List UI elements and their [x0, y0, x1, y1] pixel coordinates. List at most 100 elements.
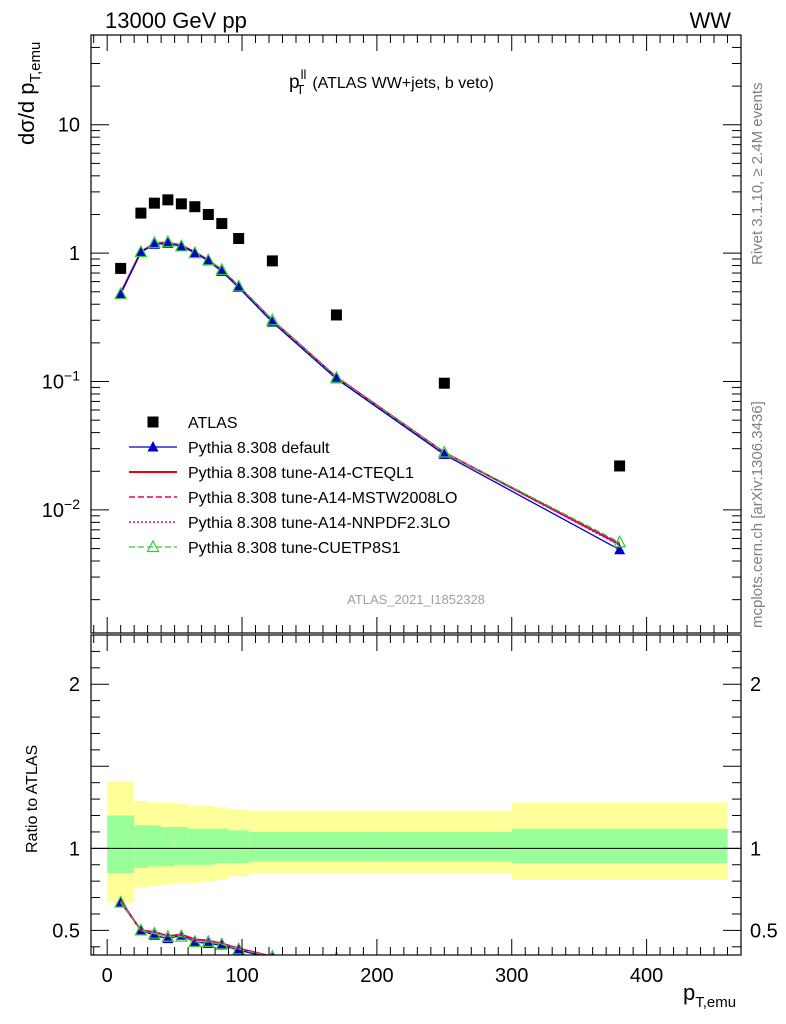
ratio-marker-cuetp8s1	[147, 926, 161, 939]
ratio-band-inner	[376, 831, 512, 862]
y-tick-label: 10−1	[42, 368, 80, 394]
atlas-data-point	[148, 197, 160, 209]
ratio-band-inner	[107, 815, 135, 873]
mc-marker-cuetp8s1	[174, 239, 188, 252]
y-axis-label-ratio: Ratio to ATLAS	[24, 745, 41, 853]
legend-item-default: Pythia 8.308 default	[129, 440, 330, 457]
mc-marker-cuetp8s1	[201, 252, 215, 266]
ratio-marker-cuetp8s1	[215, 937, 229, 950]
ratio-marker-cuetp8s1	[114, 895, 128, 908]
atlas-data-point	[175, 198, 187, 210]
legend-marker-cuetp8s1	[146, 539, 160, 553]
ratio-band-inner	[134, 825, 148, 869]
atlas-data-point	[266, 255, 278, 267]
ratio-marker-default	[614, 970, 625, 981]
x-tick-label: 300	[495, 965, 528, 987]
mc-marker-cuetp8s1	[613, 534, 627, 548]
rivet-label: Rivet 3.1.10, ≥ 2.4M events	[749, 83, 766, 266]
atlas-data-point	[614, 460, 626, 472]
legend: ATLAS Pythia 8.308 default Pythia 8.308 tu…	[129, 415, 457, 557]
ratio-marker-cuetp8s1	[174, 929, 188, 942]
ratio-marker-default	[162, 932, 174, 944]
mc-marker-default	[330, 372, 342, 384]
atlas-data-point	[438, 377, 450, 389]
mcplots-label: mcplots.cern.ch [arXiv:1306.3436]	[749, 401, 766, 628]
mc-marker-default	[189, 246, 201, 258]
atlas-data-point	[216, 218, 228, 230]
analysis-id: ATLAS_2021_I1852328	[347, 592, 485, 607]
legend-item-mstw: Pythia 8.308 tune-A14-MSTW2008LO	[129, 490, 457, 507]
process-label: WW	[689, 8, 731, 33]
title-sup: ll	[301, 67, 307, 82]
ratio-line-nnpdf	[120, 900, 270, 955]
mc-marker-default	[216, 265, 228, 276]
ratio-band-inner	[161, 827, 175, 867]
ratio-band-inner	[248, 831, 296, 862]
atlas-data-point	[135, 207, 147, 219]
atlas-data-point	[189, 201, 201, 213]
x-axis-label: pT,emu	[683, 980, 736, 1011]
atlas-data-point	[233, 233, 245, 245]
ratio-band-inner	[201, 828, 216, 865]
ratio-marker-cuetp8s1	[439, 959, 450, 970]
top-frame	[90, 34, 742, 634]
mc-marker-cuetp8s1	[215, 262, 229, 276]
ratio-tick-label-right: 2	[750, 674, 761, 696]
ratio-marker-cuetp8s1	[232, 941, 246, 955]
ratio-band-inner	[188, 828, 202, 865]
legend-item-atlas: ATLAS	[147, 415, 238, 432]
mc-marker-default	[115, 288, 127, 299]
legend-item-a14_cteql1: Pythia 8.308 tune-A14-CTEQL1	[129, 465, 414, 482]
mc-marker-cuetp8s1	[114, 286, 128, 300]
ratio-marker-default	[439, 960, 450, 971]
x-tick-label: 0	[102, 965, 113, 987]
y-tick-label: 10	[58, 115, 80, 137]
title-text: (ATLAS WW+jets, b veto)	[312, 75, 494, 92]
title-sub: T	[296, 82, 304, 97]
mc-marker-default	[614, 543, 626, 555]
x-tick-label: 100	[225, 965, 258, 987]
mc-marker-default	[148, 238, 160, 249]
x-tick-label: 400	[630, 965, 663, 987]
ratio-frame	[90, 634, 742, 956]
y-axis-label-top: dσ/d pT,emu	[14, 42, 44, 145]
ratio-band-inner	[511, 828, 728, 864]
mc-marker-default	[233, 281, 245, 292]
mc-marker-cuetp8s1	[437, 445, 451, 458]
mc-marker-cuetp8s1	[161, 234, 175, 248]
energy-label: 13000 GeV pp	[105, 8, 247, 33]
legend-label: Pythia 8.308 tune-A14-NNPDF2.3LO	[188, 515, 450, 532]
legend-marker-default	[147, 441, 159, 452]
mc-marker-cuetp8s1	[147, 235, 161, 249]
ratio-marker-default	[202, 937, 214, 949]
legend-label: Pythia 8.308 tune-A14-CTEQL1	[188, 465, 414, 482]
mc-marker-default	[175, 240, 187, 251]
ratio-line-cuetp8s1	[120, 902, 268, 955]
ratio-marker-default	[270, 952, 274, 955]
title-symbol: p	[289, 72, 300, 93]
mc-marker-cuetp8s1	[188, 245, 202, 259]
legend-label: Pythia 8.308 default	[188, 440, 330, 457]
ratio-tick-label-left: 0.5	[52, 920, 80, 942]
atlas-data-point	[202, 208, 214, 220]
legend-item-cuetp8s1: Pythia 8.308 tune-CUETP8S1	[129, 539, 401, 557]
ratio-tick-label-left: 1	[69, 838, 80, 860]
legend-label: Pythia 8.308 tune-A14-MSTW2008LO	[188, 490, 457, 507]
ratio-tick-label-right: 0.5	[750, 920, 778, 942]
ratio-band-inner	[174, 827, 189, 865]
ratio-band-inner	[147, 825, 162, 867]
ratio-bands	[91, 781, 741, 903]
main-series	[114, 194, 627, 555]
ratio-marker-cuetp8s1	[161, 929, 175, 942]
y-tick-label: 10−2	[42, 496, 80, 522]
mc-marker-default	[266, 316, 278, 327]
legend-label: ATLAS	[188, 415, 238, 432]
atlas-data-point	[330, 309, 342, 321]
ratio-marker-cuetp8s1	[134, 923, 148, 936]
legend-item-nnpdf: Pythia 8.308 tune-A14-NNPDF2.3LO	[129, 515, 450, 532]
mc-marker-cuetp8s1	[265, 312, 279, 326]
ratio-series	[114, 895, 625, 981]
x-tick-label: 200	[360, 965, 393, 987]
mc-marker-default	[162, 237, 174, 248]
legend-marker-atlas	[147, 416, 159, 428]
